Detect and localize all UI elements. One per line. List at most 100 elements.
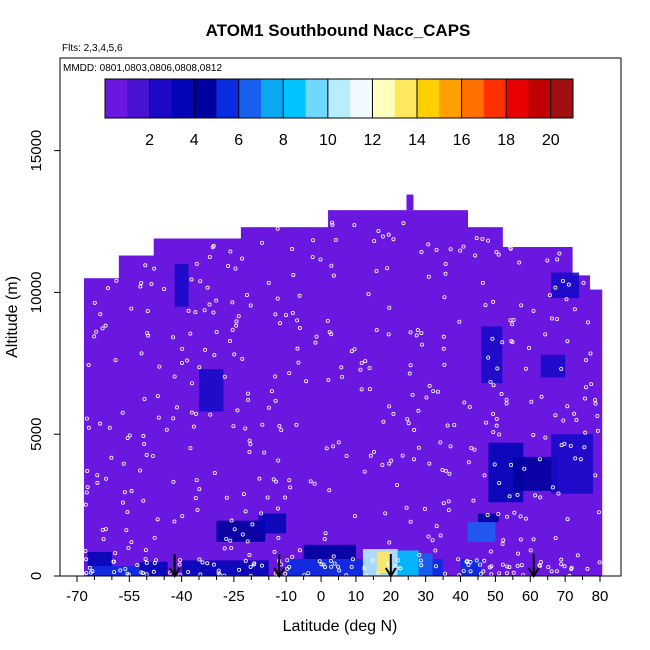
sample-point [397,566,402,571]
sample-point [401,221,406,226]
sample-point [568,443,573,448]
sample-point [539,394,544,399]
sample-point [523,516,528,521]
sample-point [197,557,202,562]
sample-point [597,560,602,565]
sample-point [420,342,425,347]
sample-point [92,300,97,305]
heatmap-column [467,227,486,576]
heatmap-cell [551,272,580,299]
sample-point [387,305,392,310]
sample-point [273,374,278,379]
x-tick-label: -10 [275,588,297,605]
sample-point [144,453,149,458]
sample-point [416,408,421,413]
colorbar-swatch [394,79,418,118]
sample-point [90,569,95,574]
sample-point [312,481,317,486]
sample-point [438,440,443,445]
colorbar-swatch [350,79,373,118]
heatmap-column [136,255,155,576]
sample-point [408,330,413,335]
sample-point [273,312,278,317]
sample-point [193,411,198,416]
sample-point [328,558,333,563]
sample-point [510,340,515,345]
sample-point [561,418,566,423]
sample-point [389,458,394,463]
sample-point [363,359,368,364]
sample-point [177,562,182,567]
heatmap-cell [418,553,433,576]
sample-point [414,333,419,338]
sample-point [171,335,176,340]
sample-point [262,450,267,455]
sample-point [408,363,413,368]
sample-point [228,538,233,543]
sample-point [104,476,109,481]
sample-point [485,513,490,518]
colorbar-tick-label: 12 [364,132,382,149]
x-tick-label: 0 [317,588,325,605]
heatmap-column [397,210,416,576]
sample-point [584,358,589,363]
sample-point [442,362,447,367]
sample-point [376,228,381,233]
x-tick-label: -40 [171,588,193,605]
sample-point [474,236,479,241]
sample-point [416,445,421,450]
sample-point [491,411,496,416]
sample-point [559,366,564,371]
sample-point [95,473,100,478]
sample-point [495,366,500,371]
sample-point [295,346,300,351]
sample-point [276,458,281,463]
sample-point [278,321,283,326]
heatmap-column [310,227,329,576]
sample-point [554,569,559,574]
sample-point [141,570,146,575]
sample-point [553,285,558,290]
colorbar-swatch [105,79,128,118]
sample-point [424,395,429,400]
sample-point [349,349,354,354]
sample-point [497,481,502,486]
sample-point [508,246,513,251]
sample-point [211,310,216,315]
heatmap-cell [477,513,499,523]
sample-point [273,398,278,403]
sample-point [430,538,435,543]
sample-point [212,471,217,476]
sample-point [194,478,199,483]
sample-point [458,248,463,253]
sample-point [86,425,91,430]
sample-point [466,460,471,465]
sample-point [285,566,290,571]
sample-point [595,413,600,418]
heatmap-column [432,210,451,576]
sample-point [482,558,487,563]
sample-point [386,332,391,337]
heatmap-column [345,210,364,576]
sample-point [245,292,250,297]
sample-point [500,562,505,567]
sample-point [376,571,381,576]
sample-point [510,322,515,327]
sample-point [431,389,436,394]
sample-point [224,495,229,500]
sample-point [174,405,179,410]
sample-point [443,571,448,576]
sample-point [462,400,467,405]
sample-point [372,238,377,243]
sample-point [274,479,279,484]
sample-point [494,416,499,421]
sample-point [277,424,282,429]
sample-point [367,387,372,392]
sample-point [142,396,147,401]
sample-point [387,404,392,409]
sample-point [395,482,400,487]
sample-point [135,563,140,568]
sample-point [560,279,565,284]
colorbar-swatch [283,79,307,118]
sample-point [275,506,280,511]
